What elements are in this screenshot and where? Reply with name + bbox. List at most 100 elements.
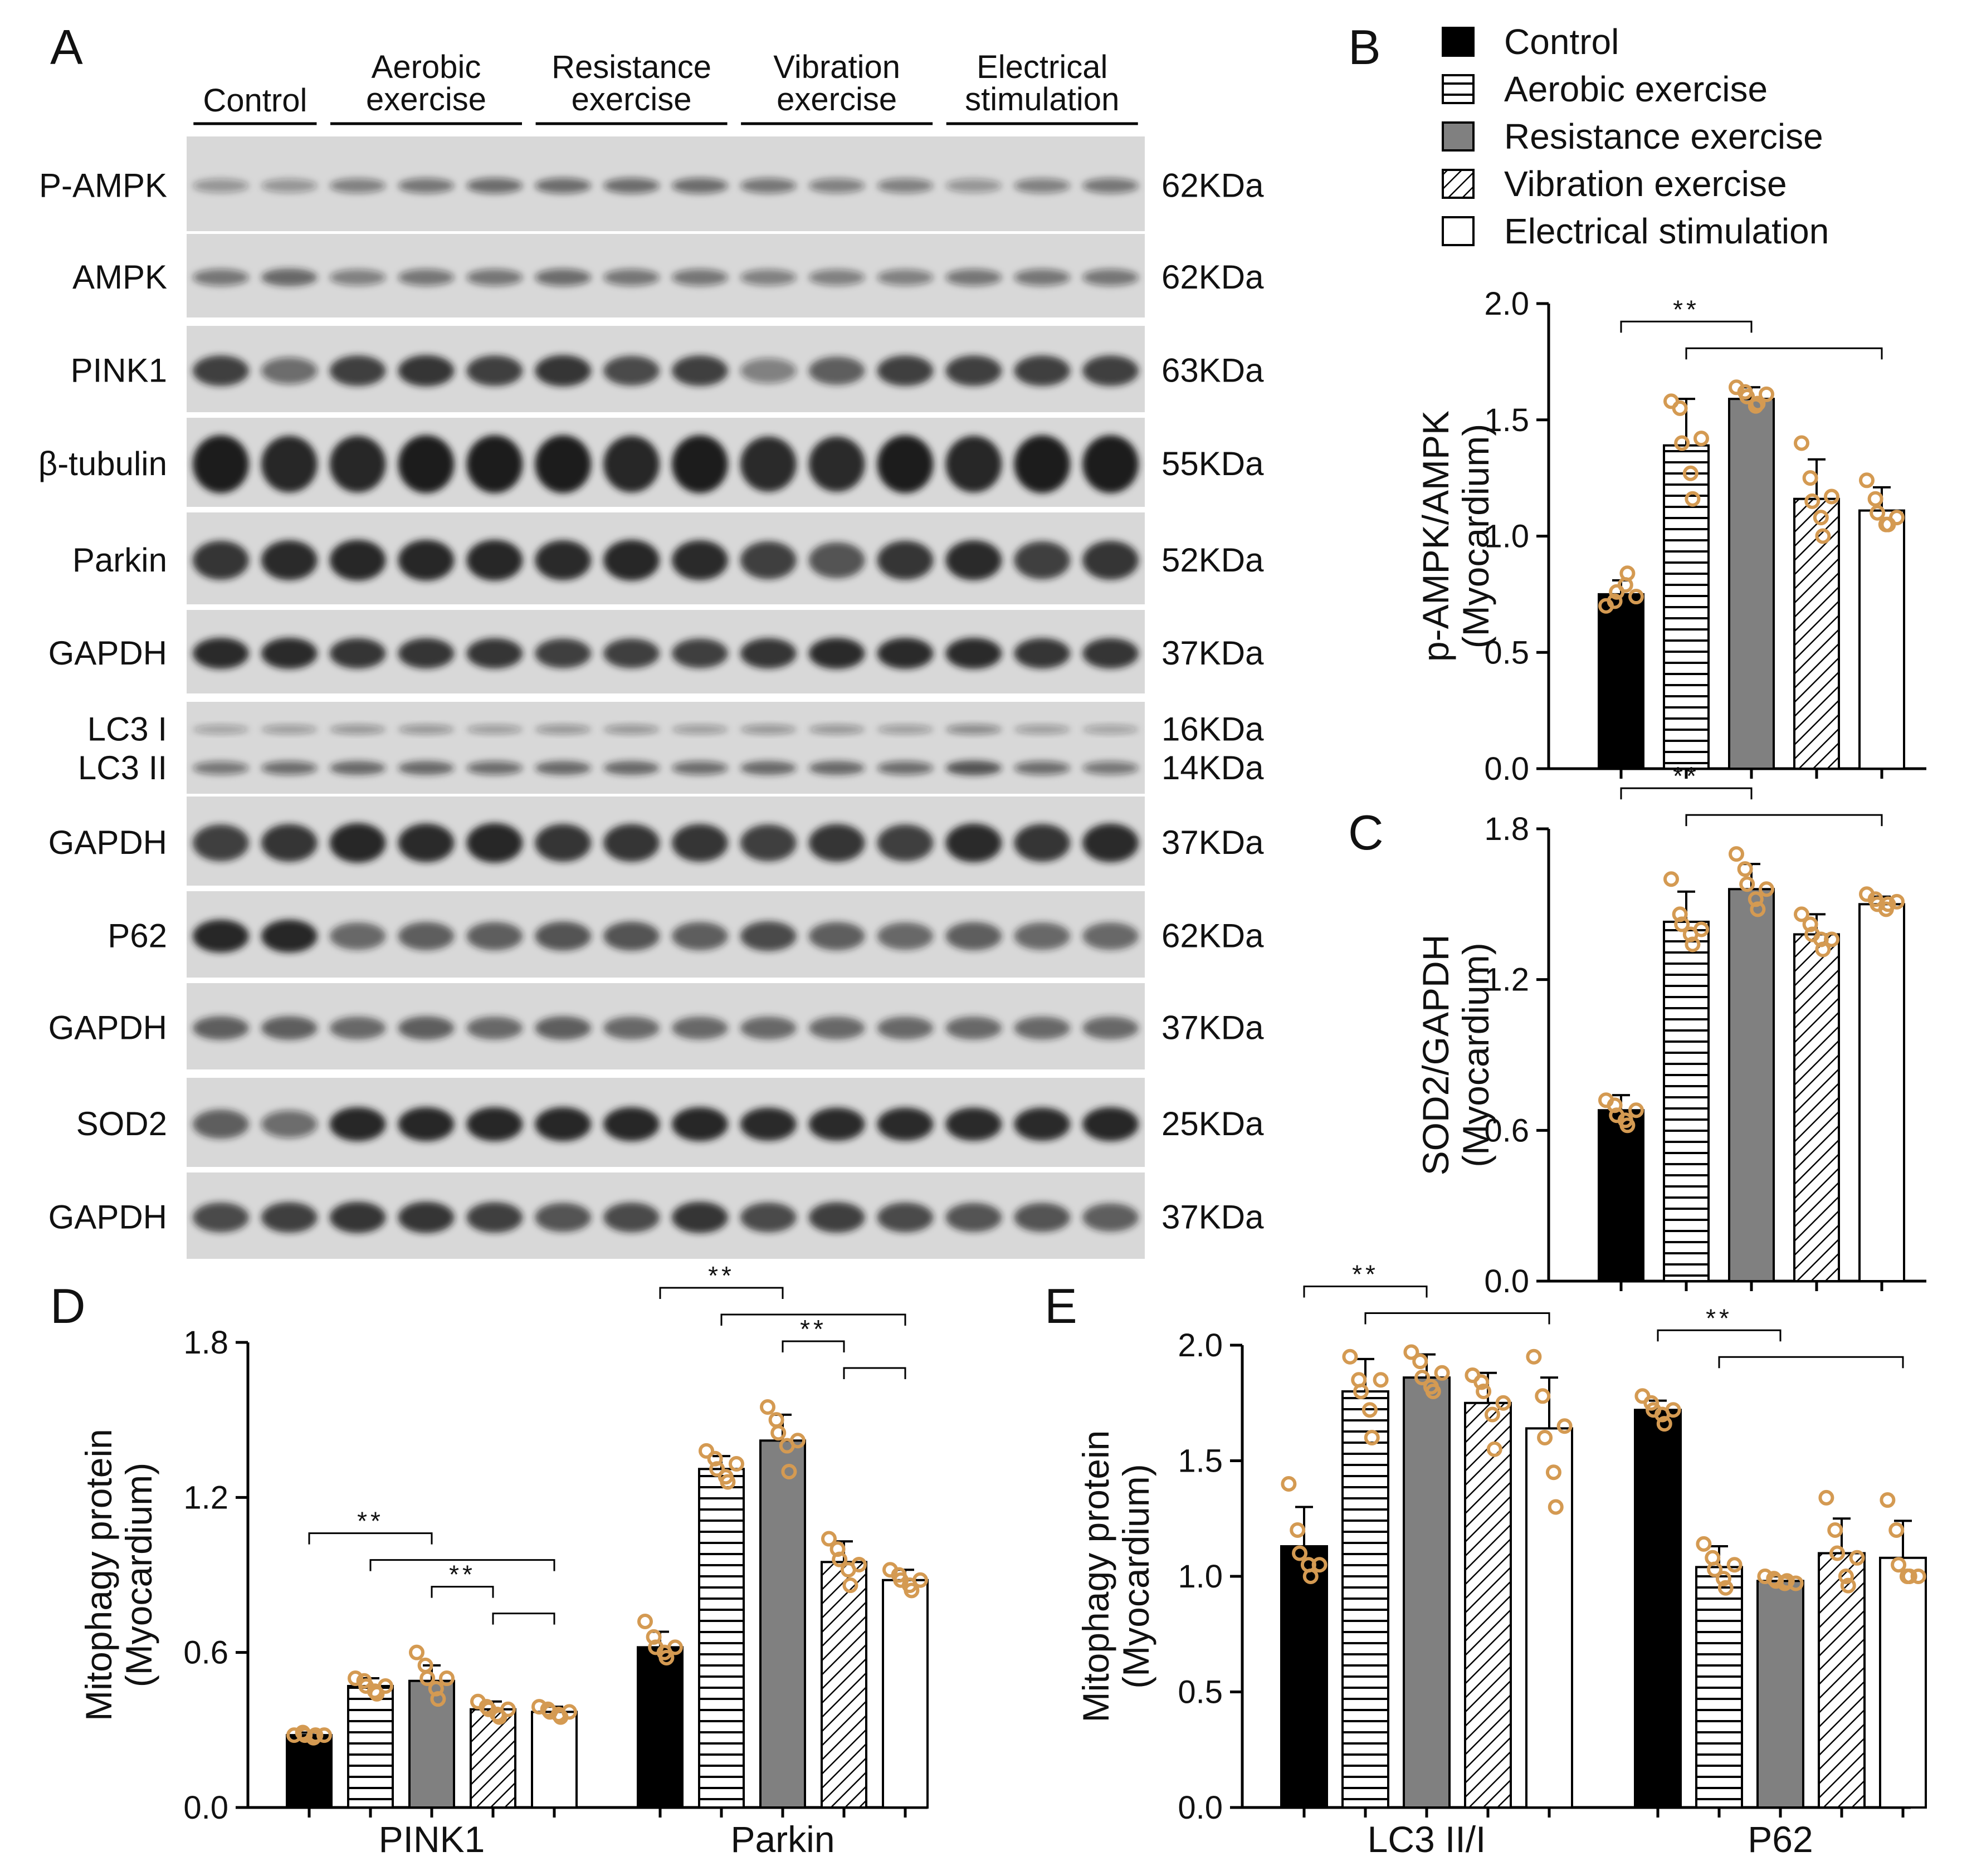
data-point [699,1443,714,1459]
data-point [1880,1492,1896,1508]
blot-band [329,638,386,669]
data-point [1685,936,1701,952]
blot-band [329,761,386,775]
data-point [1353,1384,1369,1399]
blot-band [466,178,523,194]
blot-band [261,824,318,862]
blot-band [1014,435,1071,494]
blot-band [261,268,318,286]
data-point [1693,921,1709,937]
y-tick-label: 0.0 [183,1790,228,1826]
y-tick-label: 0.0 [1484,751,1529,787]
blot-band [877,540,934,580]
x-category-label: P62 [1748,1819,1813,1860]
blot-band [329,823,386,863]
kda-label: 55KDa [1161,445,1264,482]
bar [1793,497,1840,770]
blot-band [672,540,728,580]
data-point [1788,1575,1804,1591]
panel-letter-e: E [1045,1278,1077,1333]
data-point [1434,1365,1450,1381]
data-point [1867,491,1883,507]
blot-band [1082,1017,1139,1040]
significance-bracket [431,1586,494,1598]
data-point [821,1531,837,1547]
blot-band [329,269,386,286]
data-point [1674,435,1690,451]
data-point [1739,389,1755,404]
significance-bracket [1364,1312,1550,1325]
blot-band [193,435,249,494]
blot-band [603,1107,660,1141]
blot-band [1014,1107,1071,1141]
legend-label: Aerobic exercise [1504,69,1768,109]
blot-band [1014,761,1071,775]
blot-band [535,355,592,387]
data-point [1739,876,1755,892]
blot-band [535,761,592,775]
blot-band [1014,1017,1071,1040]
data-point [316,1727,332,1743]
data-point [1802,916,1818,932]
data-point [1672,906,1688,922]
panel-letter-a: A [50,19,83,75]
blot-label: β-tubulin [38,445,167,482]
group-label-line: Electrical [977,49,1107,85]
blot-band [808,436,865,492]
blot-band [466,435,523,494]
x-category-label: Parkin [730,1819,834,1860]
blot-band [261,436,318,492]
blot-band [535,178,592,194]
data-point [378,1678,393,1694]
blot-band [672,638,728,668]
blot-band [877,1017,934,1040]
blot-band [740,541,797,579]
y-axis-title: SOD2/GAPDH [1415,935,1456,1176]
x-category-label: PINK1 [379,1819,485,1860]
data-point [912,1572,928,1588]
blot-band [466,540,523,581]
data-point [1682,465,1699,481]
group-label-line: Aerobic [372,49,481,85]
significance-bracket [369,1559,555,1571]
data-point [1888,1522,1905,1538]
blot-band [808,1017,865,1040]
bar [347,1684,394,1809]
data-point [1342,1349,1358,1365]
significance-label: ** [1673,761,1700,790]
blot-band [808,725,865,734]
blot-band [398,1201,455,1233]
blot-band [466,355,523,387]
data-point [1311,1557,1327,1573]
data-point [1628,1102,1644,1118]
group-label-line: Control [203,82,307,119]
blot-band [945,823,1002,862]
blot-label: Parkin [72,541,167,579]
blot-band [261,761,318,775]
data-point [1737,861,1753,877]
y-tick-label: 1.2 [183,1479,228,1516]
blot-band [193,179,249,193]
significance-bracket [1303,1285,1428,1298]
blot-band [672,269,728,286]
data-point [1750,901,1766,917]
significance-bracket [782,1340,845,1352]
blot-band [398,435,455,494]
legend: Control Aerobic exercise Resistance exerci… [1442,22,1829,251]
data-point [500,1701,516,1717]
bar [1341,1390,1389,1809]
y-tick-label: 1.5 [1484,402,1529,438]
y-axis-title: p-AMPK/AMPK [1415,411,1456,662]
bar [637,1646,684,1809]
blot-band [603,725,660,734]
significance-label: ** [357,1507,384,1536]
blot-background [187,702,1145,794]
blot-band [1082,1107,1139,1141]
y-tick-label: 1.5 [1178,1443,1223,1479]
blot-strip: Parkin 52KDa [72,512,1264,604]
blot-band [1082,435,1139,494]
blot-band [740,436,797,492]
bar [1525,1427,1573,1809]
blot-band [193,920,249,953]
significance-bracket [1620,320,1753,333]
